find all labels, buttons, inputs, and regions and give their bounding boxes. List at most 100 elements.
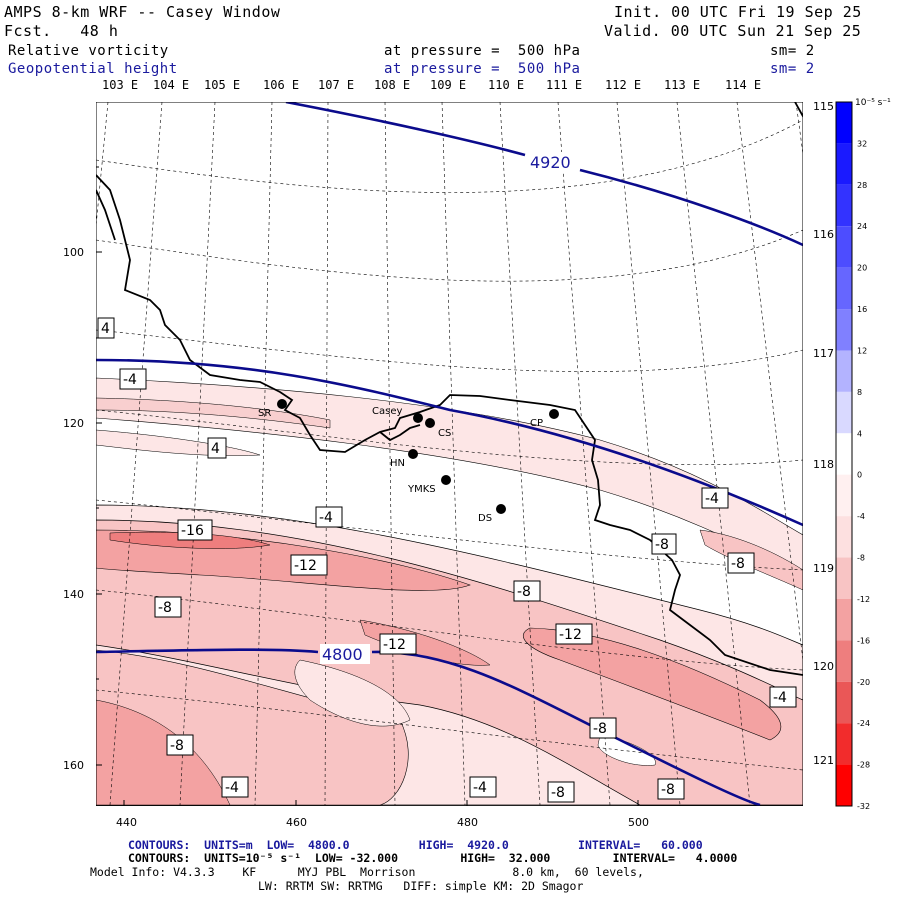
colorbar-label: -8 <box>857 554 865 563</box>
lon-label: 113 E <box>664 78 701 92</box>
vort-label: -4 <box>469 776 497 798</box>
svg-text:-4: -4 <box>473 780 487 796</box>
vort-label: -8 <box>651 533 677 555</box>
vort-label: -16 <box>177 519 213 541</box>
station-marker <box>441 475 451 485</box>
vort-label: -4 <box>701 487 729 509</box>
plot-title: AMPS 8-km WRF -- Casey Window <box>4 3 281 21</box>
footer-physics: LW: RRTM SW: RRTMG DIFF: simple KM: 2D S… <box>258 879 584 893</box>
colorbar-label: -28 <box>857 761 870 770</box>
colorbar-swatch <box>836 598 852 641</box>
colorbar-swatch <box>836 640 852 682</box>
station-label: Casey <box>372 406 402 417</box>
footer-height-contours: CONTOURS: UNITS=m LOW= 4800.0 HIGH= 4920… <box>128 838 703 852</box>
station-marker <box>549 409 559 419</box>
svg-text:-4: -4 <box>123 372 137 388</box>
field2-sm: sm= 2 <box>770 61 815 77</box>
colorbar-swatch <box>836 309 852 351</box>
colorbar-label: -4 <box>857 512 865 521</box>
colorbar-border <box>835 101 853 807</box>
lon-label: 114 E <box>725 78 762 92</box>
station-label: CP <box>530 418 543 429</box>
station-marker <box>277 399 287 409</box>
colorbar-swatch <box>836 267 852 310</box>
lon-label: 107 E <box>318 78 355 92</box>
vort-label: 4 <box>97 317 115 339</box>
colorbar-swatch <box>836 391 852 434</box>
coastline <box>96 102 803 676</box>
colorbar-swatch <box>836 474 852 517</box>
lon-label: 106 E <box>263 78 300 92</box>
colorbar-label: 28 <box>857 181 867 190</box>
lon-label: 111 E <box>546 78 583 92</box>
colorbar-label: 8 <box>857 388 862 397</box>
svg-text:-12: -12 <box>383 637 406 653</box>
svg-text:-12: -12 <box>294 558 317 574</box>
svg-text:-4: -4 <box>773 690 787 706</box>
colorbar-swatch <box>836 516 852 558</box>
station-marker <box>413 413 423 423</box>
colorbar-swatch <box>836 102 852 144</box>
vort-label: -4 <box>769 686 797 708</box>
colorbar-label: -32 <box>857 802 870 811</box>
colorbar-label: -16 <box>857 636 870 645</box>
height-label: 4920 <box>530 153 571 172</box>
colorbar-swatch <box>836 350 852 392</box>
vort-label: -8 <box>513 580 541 602</box>
svg-text:-4: -4 <box>319 510 333 526</box>
svg-text:4: 4 <box>211 441 220 457</box>
field2-level: at pressure = 500 hPa <box>384 61 581 77</box>
colorbar: 32 28 24 20 16 12 8 4 0 -4 -8 -12 -16 -20 -24 -28 -32 <box>835 101 870 811</box>
height-label: 4800 <box>322 645 363 664</box>
colorbar-swatch <box>836 723 852 765</box>
vort-label: -8 <box>154 596 182 618</box>
station-label: SR <box>258 408 271 419</box>
vort-label: -4 <box>315 506 343 528</box>
svg-text:-8: -8 <box>593 721 607 737</box>
svg-text:-8: -8 <box>158 600 172 616</box>
station-label: HN <box>390 458 405 469</box>
svg-text:-12: -12 <box>559 627 582 643</box>
colorbar-swatch <box>836 143 852 185</box>
valid-time: Valid. 00 UTC Sun 21 Sep 25 <box>604 22 862 40</box>
colorbar-swatch <box>836 184 852 227</box>
graticule <box>96 102 803 806</box>
vort-label: -8 <box>166 734 194 756</box>
colorbar-swatch <box>836 226 852 268</box>
svg-text:-8: -8 <box>731 556 745 572</box>
vort-label: 4 <box>207 437 227 459</box>
station-label: DS <box>478 513 492 524</box>
x-tick-label: 440 <box>116 816 137 829</box>
y-tick-label: 140 <box>63 588 84 601</box>
forecast-hour: Fcst. 48 h <box>4 22 119 40</box>
svg-text:4: 4 <box>101 321 110 337</box>
svg-text:-8: -8 <box>170 738 184 754</box>
footer-model-info: Model Info: V4.3.3 KF MYJ PBL Morrison 8… <box>90 865 644 879</box>
station-label: CS <box>438 428 451 439</box>
svg-text:-8: -8 <box>551 785 565 801</box>
init-time: Init. 00 UTC Fri 19 Sep 25 <box>614 3 862 21</box>
x-tick-label: 500 <box>628 816 649 829</box>
footer-vort-contours: CONTOURS: UNITS=10⁻⁵ s⁻¹ LOW= -32.000 HI… <box>128 851 738 865</box>
lon-label: 105 E <box>204 78 241 92</box>
field1-sm: sm= 2 <box>770 43 815 59</box>
colorbar-label: 24 <box>857 222 867 231</box>
lon-label: 103 E <box>102 78 139 92</box>
lon-label: 112 E <box>605 78 642 92</box>
lon-label: 108 E <box>374 78 411 92</box>
vort-label: -8 <box>589 717 617 739</box>
vort-label: -4 <box>221 776 249 798</box>
colorbar-swatch <box>836 681 852 724</box>
svg-text:-8: -8 <box>517 584 531 600</box>
colorbar-label: 20 <box>857 264 867 273</box>
y-tick-label: 120 <box>63 417 84 430</box>
colorbar-swatch <box>836 557 852 599</box>
svg-text:-8: -8 <box>655 537 669 553</box>
vort-label: -12 <box>290 554 328 576</box>
vort-label: -4 <box>119 368 147 390</box>
x-tick-label: 480 <box>457 816 478 829</box>
field2-name: Geopotential height <box>8 61 178 77</box>
vorticity-shading <box>96 377 803 806</box>
colorbar-label: 0 <box>857 471 862 480</box>
